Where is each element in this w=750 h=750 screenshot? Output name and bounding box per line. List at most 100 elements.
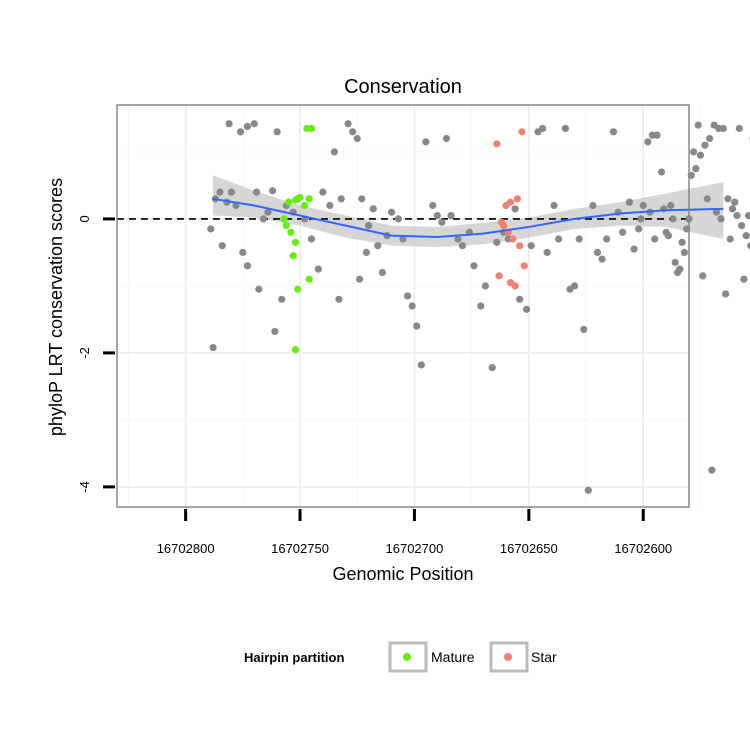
data-point-other — [239, 248, 247, 256]
data-point-other — [511, 205, 519, 213]
data-point-star — [516, 242, 524, 250]
data-point-mature — [294, 285, 302, 293]
data-point-other — [669, 215, 677, 223]
data-point-other — [699, 272, 707, 280]
legend-item-star: Star — [489, 641, 557, 673]
plot-background — [117, 105, 689, 507]
data-point-other — [344, 120, 352, 128]
data-point-other — [740, 275, 748, 283]
data-point-other — [527, 242, 535, 250]
data-point-other — [717, 215, 725, 223]
data-point-other — [387, 208, 396, 216]
data-point-other — [403, 292, 412, 300]
data-point-other — [236, 128, 245, 136]
plot-border — [116, 104, 690, 508]
data-point-star — [502, 201, 510, 210]
data-point-star — [495, 272, 503, 280]
data-point-other — [694, 121, 702, 129]
data-point-other — [374, 242, 382, 250]
data-point-star — [520, 262, 528, 270]
data-point-star — [511, 282, 519, 290]
data-point-other — [227, 188, 235, 196]
data-point-other — [438, 218, 446, 226]
data-point-other — [408, 302, 416, 310]
data-point-other — [543, 248, 551, 256]
y-tick-label: 0 — [77, 215, 92, 222]
data-point-other — [207, 225, 215, 233]
data-point-mature — [289, 252, 297, 260]
chart-title: Conservation — [344, 76, 462, 98]
confidence-band — [213, 175, 724, 248]
data-point-other — [625, 198, 634, 206]
data-point-other — [362, 248, 370, 256]
data-point-other — [319, 188, 327, 196]
data-point-other — [365, 222, 373, 230]
x-axis: 16702800 16702750 16702700 16702650 16702600 — [157, 509, 672, 556]
data-point-other — [413, 322, 421, 330]
data-point-other — [738, 222, 746, 230]
data-point-other — [692, 165, 700, 173]
data-point-other — [349, 128, 357, 136]
data-point-other — [561, 124, 570, 133]
y-axis: -4 -2 0 — [77, 215, 115, 493]
data-point-other — [609, 128, 618, 136]
data-point-other — [307, 235, 316, 243]
data-point-other — [252, 188, 261, 196]
plot-area — [117, 105, 689, 507]
data-point-other — [337, 195, 345, 203]
data-point-other — [598, 255, 606, 263]
data-point-other — [603, 235, 611, 243]
data-point-star — [493, 140, 501, 148]
data-point-other — [657, 168, 666, 176]
data-point-other — [522, 305, 531, 313]
data-point-other — [335, 295, 343, 303]
data-point-other — [742, 232, 750, 240]
data-point-other — [554, 235, 563, 243]
data-point-other — [422, 138, 430, 146]
plot-frame — [116, 104, 690, 508]
data-point-other — [538, 124, 547, 133]
data-point-other — [458, 242, 467, 250]
data-point-star — [513, 195, 522, 203]
x-tick-label: 16702800 — [157, 541, 215, 556]
data-point-other — [399, 235, 407, 243]
data-point-other — [703, 195, 711, 203]
data-point-other — [394, 215, 403, 223]
x-tick-label: 16702600 — [614, 541, 672, 556]
data-point-other — [667, 201, 675, 210]
data-point-other — [516, 295, 524, 303]
y-tick-label: -4 — [77, 481, 92, 493]
legend-title: Hairpin partition — [244, 650, 344, 665]
data-point-mature — [282, 222, 290, 230]
data-point-other — [454, 235, 462, 243]
data-point-other — [209, 343, 217, 352]
data-point-other — [673, 268, 682, 277]
data-point-other — [442, 134, 451, 143]
data-point-other — [243, 262, 252, 270]
data-point-other — [278, 295, 286, 303]
data-point-other — [644, 138, 652, 146]
data-point-other — [358, 195, 366, 203]
data-point-mature — [287, 228, 295, 236]
data-point-other — [705, 134, 714, 143]
data-point-mature — [301, 201, 309, 210]
smooth-line — [212, 197, 724, 238]
confidence-band-area — [213, 175, 724, 248]
data-point-other — [722, 290, 730, 298]
data-point-other — [584, 486, 592, 494]
data-point-other — [493, 238, 501, 246]
data-point-other — [271, 327, 279, 336]
data-point-other — [728, 205, 737, 213]
legend-label-mature: Mature — [431, 649, 475, 665]
data-point-other — [630, 245, 638, 253]
legend: Hairpin partition Mature Star — [244, 641, 557, 673]
data-point-other — [735, 124, 743, 133]
data-point-other — [250, 120, 258, 128]
data-point-other — [724, 195, 732, 203]
data-point-other — [575, 235, 583, 243]
y-tick-label: -2 — [77, 347, 92, 359]
data-point-other — [733, 211, 741, 220]
data-point-other — [378, 268, 387, 277]
data-point-other — [744, 211, 750, 220]
data-point-mature — [291, 238, 300, 246]
